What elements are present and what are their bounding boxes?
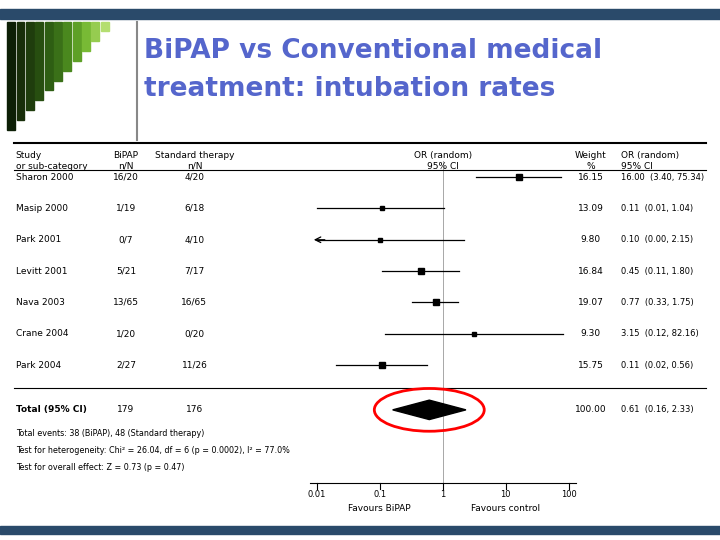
Text: 15.75: 15.75 bbox=[577, 361, 603, 369]
Text: 19.07: 19.07 bbox=[577, 298, 603, 307]
Polygon shape bbox=[392, 400, 466, 420]
Text: Total events: 38 (BiPAP), 48 (Standard therapy): Total events: 38 (BiPAP), 48 (Standard t… bbox=[16, 429, 204, 438]
Text: 0.45  (0.11, 1.80): 0.45 (0.11, 1.80) bbox=[621, 267, 693, 275]
Bar bbox=[63, 22, 71, 71]
Bar bbox=[0, 526, 720, 534]
Text: 13.09: 13.09 bbox=[577, 204, 603, 213]
Text: 0.11  (0.01, 1.04): 0.11 (0.01, 1.04) bbox=[621, 204, 693, 213]
Text: 16.00  (3.40, 75.34): 16.00 (3.40, 75.34) bbox=[621, 173, 704, 181]
Text: 0/7: 0/7 bbox=[119, 235, 133, 244]
Text: 0.77  (0.33, 1.75): 0.77 (0.33, 1.75) bbox=[621, 298, 694, 307]
Text: 16/65: 16/65 bbox=[181, 298, 207, 307]
Text: Weight
%: Weight % bbox=[575, 151, 606, 171]
Text: 0/20: 0/20 bbox=[184, 329, 204, 338]
Bar bbox=[7, 22, 15, 130]
Text: 0.61  (0.16, 2.33): 0.61 (0.16, 2.33) bbox=[621, 406, 694, 414]
Text: 0.1: 0.1 bbox=[373, 490, 387, 500]
Bar bbox=[54, 22, 62, 80]
Text: 1/20: 1/20 bbox=[116, 329, 136, 338]
Text: Park 2004: Park 2004 bbox=[16, 361, 61, 369]
Text: 100: 100 bbox=[561, 490, 577, 500]
Text: 3.15  (0.12, 82.16): 3.15 (0.12, 82.16) bbox=[621, 329, 699, 338]
Bar bbox=[73, 22, 81, 61]
Text: 0.01: 0.01 bbox=[307, 490, 326, 500]
Text: 1: 1 bbox=[440, 490, 446, 500]
Text: 100.00: 100.00 bbox=[575, 406, 606, 414]
Text: Nava 2003: Nava 2003 bbox=[16, 298, 65, 307]
Text: Test for heterogeneity: Chi² = 26.04, df = 6 (p = 0.0002), I² = 77.0%: Test for heterogeneity: Chi² = 26.04, df… bbox=[16, 446, 289, 455]
Text: treatment: intubation rates: treatment: intubation rates bbox=[144, 76, 555, 102]
Text: 4/10: 4/10 bbox=[184, 235, 204, 244]
Text: Sharon 2000: Sharon 2000 bbox=[16, 173, 73, 181]
Text: 0.10  (0.00, 2.15): 0.10 (0.00, 2.15) bbox=[621, 235, 693, 244]
Text: 5/21: 5/21 bbox=[116, 267, 136, 275]
Text: 9.30: 9.30 bbox=[580, 329, 600, 338]
Text: Standard therapy
n/N: Standard therapy n/N bbox=[155, 151, 234, 171]
Text: 13/65: 13/65 bbox=[113, 298, 139, 307]
Bar bbox=[35, 22, 43, 100]
Text: Favours BiPAP: Favours BiPAP bbox=[348, 504, 411, 513]
Text: Park 2001: Park 2001 bbox=[16, 235, 61, 244]
Text: 6/18: 6/18 bbox=[184, 204, 204, 213]
Bar bbox=[17, 22, 24, 120]
Text: 10: 10 bbox=[500, 490, 511, 500]
Bar bbox=[45, 22, 53, 90]
Text: 179: 179 bbox=[117, 406, 135, 414]
Text: 0.11  (0.02, 0.56): 0.11 (0.02, 0.56) bbox=[621, 361, 693, 369]
Bar bbox=[82, 22, 90, 51]
Text: 2/27: 2/27 bbox=[116, 361, 136, 369]
Text: 16/20: 16/20 bbox=[113, 173, 139, 181]
Text: Test for overall effect: Z = 0.73 (p = 0.47): Test for overall effect: Z = 0.73 (p = 0… bbox=[16, 463, 184, 472]
Text: Total (95% CI): Total (95% CI) bbox=[16, 406, 86, 414]
Text: Study
or sub-category: Study or sub-category bbox=[16, 151, 87, 171]
Bar bbox=[0, 9, 720, 19]
Text: OR (random)
95% CI: OR (random) 95% CI bbox=[414, 151, 472, 171]
Bar bbox=[101, 22, 109, 31]
Text: OR (random)
95% CI: OR (random) 95% CI bbox=[621, 151, 680, 171]
Text: Masip 2000: Masip 2000 bbox=[16, 204, 68, 213]
Text: 7/17: 7/17 bbox=[184, 267, 204, 275]
Text: BiPAP
n/N: BiPAP n/N bbox=[114, 151, 138, 171]
Text: 4/20: 4/20 bbox=[184, 173, 204, 181]
Bar bbox=[91, 22, 99, 41]
Text: 176: 176 bbox=[186, 406, 203, 414]
Text: BiPAP vs Conventional medical: BiPAP vs Conventional medical bbox=[144, 38, 602, 64]
Text: 1/19: 1/19 bbox=[116, 204, 136, 213]
Text: Crane 2004: Crane 2004 bbox=[16, 329, 68, 338]
Text: 9.80: 9.80 bbox=[580, 235, 600, 244]
Text: Levitt 2001: Levitt 2001 bbox=[16, 267, 68, 275]
Text: 16.84: 16.84 bbox=[577, 267, 603, 275]
Text: Favours control: Favours control bbox=[471, 504, 541, 513]
Text: 11/26: 11/26 bbox=[181, 361, 207, 369]
Text: 16.15: 16.15 bbox=[577, 173, 603, 181]
Bar bbox=[26, 22, 34, 110]
